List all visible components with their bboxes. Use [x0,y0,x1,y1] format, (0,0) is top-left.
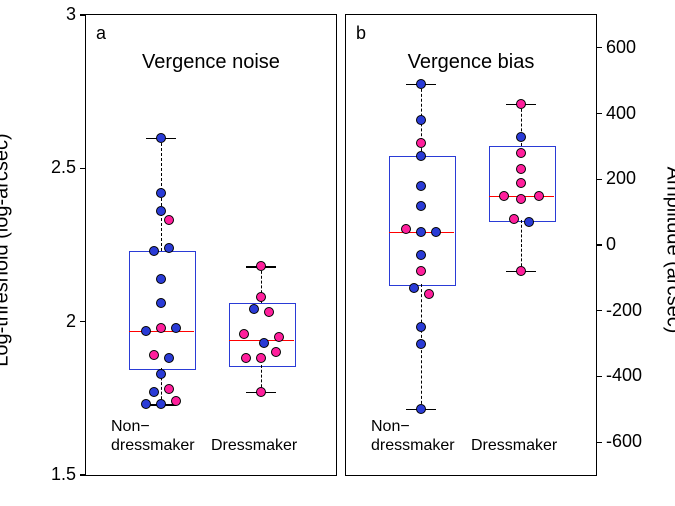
ytick-mark [80,321,86,322]
data-point [516,164,526,174]
panel-b-plot: Non−dressmakerDressmaker [346,15,596,475]
data-point [156,206,166,216]
data-point [156,298,166,308]
data-point [171,396,181,406]
data-point [264,307,274,317]
data-point [516,148,526,158]
ytick-label: 1.5 [51,464,76,485]
data-point [241,353,251,363]
data-point [516,194,526,204]
data-point [256,292,266,302]
data-point [424,289,434,299]
data-point [156,274,166,284]
data-point [509,214,519,224]
ytick-mark [80,14,86,15]
data-point [156,399,166,409]
data-point [416,404,426,414]
data-point [416,227,426,237]
ytick-label: 2 [66,311,76,332]
data-point [156,323,166,333]
data-point [416,250,426,260]
data-point [156,133,166,143]
data-point [416,115,426,125]
panel-b: b Vergence bias Non−dressmakerDressmaker… [345,14,597,476]
ytick-label: 0 [606,234,616,255]
data-point [516,132,526,142]
ytick-label: -600 [606,431,642,452]
data-point [141,399,151,409]
data-point [524,217,534,227]
data-point [149,350,159,360]
figure: Log-threshold (log-arcsec) Amplitude (ar… [0,0,675,506]
ytick-mark [596,179,602,180]
data-point [156,369,166,379]
data-point [164,353,174,363]
ytick-mark [596,376,602,377]
ytick-mark [596,310,602,311]
y-axis-label-left: Log-threshold (log-arcsec) [0,100,14,400]
data-point [164,243,174,253]
panel-a: a Vergence noise Non−dressmakerDressmake… [85,14,337,476]
data-point [409,283,419,293]
data-point [164,384,174,394]
data-point [416,339,426,349]
data-point [256,353,266,363]
data-point [256,261,266,271]
data-point [239,329,249,339]
ytick-mark [596,113,602,114]
ytick-mark [596,47,602,48]
x-category-label: Dressmaker [471,436,571,455]
data-point [416,201,426,211]
data-point [416,322,426,332]
data-point [499,191,509,201]
data-point [416,266,426,276]
data-point [516,178,526,188]
ytick-label: 200 [606,168,636,189]
ytick-label: 600 [606,37,636,58]
data-point [156,188,166,198]
data-point [416,181,426,191]
x-category-label: Dressmaker [211,436,311,455]
ytick-label: -400 [606,365,642,386]
data-point [416,79,426,89]
ytick-label: -200 [606,300,642,321]
y-axis-label-right: Amplitude (arcsec) [662,100,675,400]
data-point [256,387,266,397]
data-point [431,227,441,237]
ytick-label: 400 [606,103,636,124]
data-point [416,138,426,148]
data-point [164,215,174,225]
ytick-mark [80,474,86,475]
data-point [534,191,544,201]
data-point [274,332,284,342]
data-point [401,224,411,234]
data-point [516,266,526,276]
data-point [271,347,281,357]
ytick-label: 3 [66,4,76,25]
ytick-mark [596,244,602,245]
ytick-mark [596,442,602,443]
boxplot-whisker [521,220,522,271]
data-point [249,304,259,314]
x-category-label: Non−dressmaker [111,417,211,455]
data-point [416,151,426,161]
data-point [149,246,159,256]
ytick-mark [80,168,86,169]
data-point [516,99,526,109]
data-point [149,387,159,397]
data-point [141,326,151,336]
data-point [259,338,269,348]
x-category-label: Non−dressmaker [371,417,471,455]
data-point [171,323,181,333]
boxplot-box [129,251,196,370]
panel-a-plot: Non−dressmakerDressmaker [86,15,336,475]
ytick-label: 2.5 [51,157,76,178]
